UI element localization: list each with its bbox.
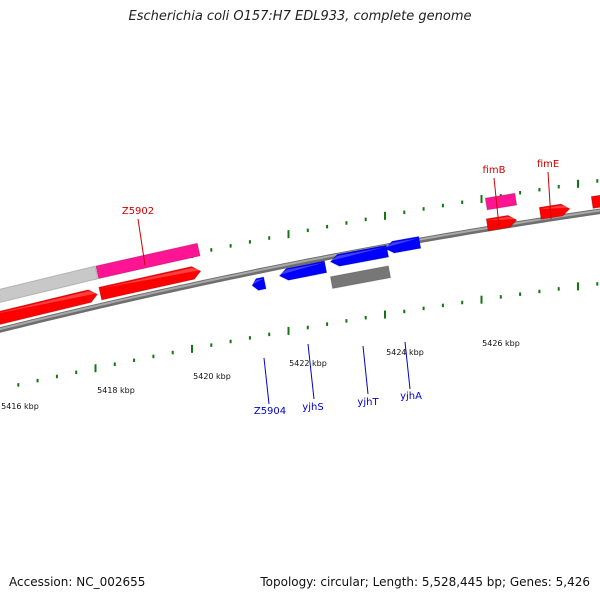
gene-arrow-shine: [539, 205, 570, 209]
scale-label-5422: 5422 kbp: [289, 359, 327, 368]
gene-arrow: [278, 260, 328, 281]
gene-arrow: [251, 276, 267, 291]
gene-arrow: [384, 235, 422, 254]
gene-feature: [251, 276, 267, 291]
gene-feature: [590, 193, 600, 209]
gene-block: [484, 192, 518, 211]
gene-label-z5904: Z5904: [254, 406, 286, 417]
gene-arrow-shine: [99, 267, 201, 289]
gene-label-z5902: Z5902: [122, 206, 154, 217]
label-leader-lines: [137, 171, 552, 405]
scale-label-5420: 5420 kbp: [193, 372, 231, 381]
gene-arrow: [329, 244, 390, 267]
genome-summary-text: Topology: circular; Length: 5,528,445 bp…: [260, 575, 590, 589]
gene-block: [590, 193, 600, 209]
gene-block: [95, 242, 201, 280]
gene-feature: [484, 192, 518, 211]
leader-line: [307, 343, 315, 400]
leader-line: [547, 171, 552, 220]
gene-feature: [384, 235, 422, 254]
gene-feature: [278, 260, 328, 281]
leader-line: [404, 341, 411, 390]
accession-text: Accession: NC_002655: [9, 575, 146, 589]
gene-labels: Z5902 fimB fimE Z5904 yjhS yjhT yjhA 5416 kbp 54…: [1, 159, 559, 417]
gene-arrow-shine: [486, 216, 517, 221]
gene-feature: [98, 265, 202, 301]
leader-line: [493, 177, 500, 227]
gene-feature: [329, 265, 392, 290]
gene-label-yjha: yjhA: [400, 391, 422, 402]
gene-label-fime: fimE: [537, 159, 559, 170]
gene-label-fimb: fimB: [483, 165, 506, 176]
scale-label-5424: 5424 kbp: [386, 348, 424, 357]
gene-feature: [538, 203, 571, 220]
gene-arrow: [0, 289, 99, 327]
gene-label-yjht: yjhT: [357, 397, 379, 408]
gene-feature: [329, 244, 390, 267]
gene-arrow: [98, 265, 202, 301]
map-title: Escherichia coli O157:H7 EDL933, complet…: [128, 9, 472, 24]
scale-label-5426: 5426 kbp: [482, 339, 520, 348]
gene-feature: [95, 242, 201, 280]
gene-features: [0, 192, 600, 327]
gene-arrow: [538, 203, 571, 220]
scale-label-5418: 5418 kbp: [97, 386, 135, 395]
gene-arrow-shine: [0, 291, 98, 316]
gene-block: [329, 265, 392, 290]
leader-line: [362, 345, 369, 395]
leader-line: [137, 218, 146, 266]
gene-block: [0, 265, 99, 305]
leader-line: [263, 357, 270, 405]
gene-label-yjhs: yjhS: [302, 402, 323, 413]
scale-label-5416: 5416 kbp: [1, 402, 39, 411]
gene-feature: [485, 214, 518, 232]
gene-feature: [0, 265, 99, 305]
gene-arrow: [485, 214, 518, 232]
gene-feature: [0, 289, 99, 327]
